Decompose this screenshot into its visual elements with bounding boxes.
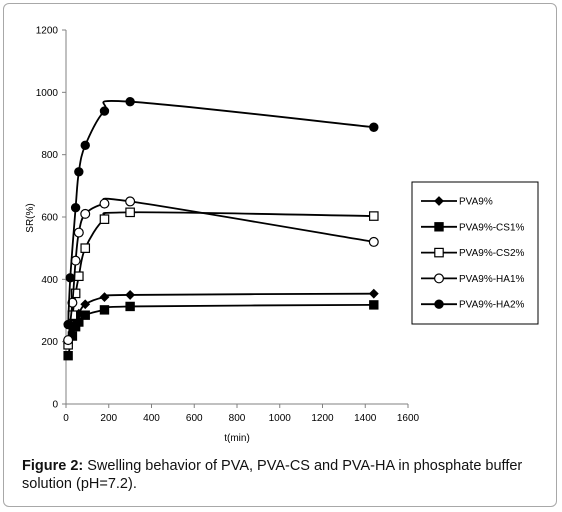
figure-caption: Figure 2: Swelling behavior of PVA, PVA-… — [22, 457, 547, 493]
series-pva9-ha2-marker — [63, 319, 73, 330]
series-pva9-marker — [368, 288, 379, 299]
y-tick-label: 600 — [41, 213, 58, 224]
x-tick-label: 400 — [143, 413, 160, 424]
legend-label: PVA9%-HA2% — [459, 300, 525, 311]
chart-legend: PVA9% PVA9%-CS1% PVA9%-CS2% PVA9%-HA1% PVA9%… — [411, 181, 539, 325]
x-tick-label: 1600 — [397, 413, 420, 424]
series-pva9-cs2-marker — [80, 243, 91, 253]
series-pva9-ha1-line — [67, 197, 374, 341]
y-tick-label: 800 — [41, 150, 58, 161]
series-pva9-ha1-marker — [368, 236, 379, 247]
y-tick-label: 400 — [41, 275, 58, 286]
legend-entry: PVA9% — [421, 196, 493, 208]
legend-entry: PVA9%-CS2% — [421, 247, 525, 259]
series-pva9-ha1 — [63, 196, 379, 346]
legend-label: PVA9%-CS2% — [459, 248, 525, 259]
y-axis-label: SR(%) — [25, 203, 36, 232]
series-pva9-cs2-marker — [125, 207, 135, 218]
legend-label: PVA9%-HA1% — [459, 274, 525, 285]
chart-series — [63, 96, 379, 361]
series-pva9-cs2-marker — [369, 211, 379, 221]
series-pva9-marker — [80, 299, 91, 310]
series-pva9-ha1-marker — [99, 198, 110, 209]
series-pva9-ha1-marker — [73, 227, 84, 238]
y-tick-label: 200 — [41, 337, 58, 348]
series-pva9-cs1-line — [67, 303, 374, 356]
series-pva9-cs1-marker — [125, 301, 135, 312]
series-pva9-ha1-marker — [67, 297, 78, 308]
legend-entry: PVA9%-CS1% — [421, 222, 525, 233]
y-tick-label: 1000 — [36, 88, 59, 99]
series-pva9-cs2-marker — [74, 271, 84, 282]
series-pva9-cs1-marker — [74, 317, 84, 327]
series-pva9-ha2-marker — [65, 273, 75, 283]
series-pva9-ha2-marker — [125, 96, 135, 107]
series-pva9-cs1-marker — [80, 310, 90, 320]
series-pva9-ha2-marker — [369, 122, 379, 132]
series-pva9-ha1-marker — [80, 208, 91, 219]
x-tick-label: 200 — [100, 413, 117, 424]
y-tick-label: 1200 — [36, 26, 59, 37]
series-pva9-marker — [125, 290, 136, 300]
series-pva9-ha1-marker — [125, 196, 136, 207]
caption-text: Swelling behavior of PVA, PVA-CS and PVA… — [22, 458, 523, 492]
legend-label: PVA9%-CS1% — [459, 222, 525, 233]
series-pva9-cs2 — [63, 207, 379, 350]
series-pva9-cs2-marker — [99, 214, 110, 224]
swelling-chart: 0 200 400 600 800 1000 1200 0 200 400 600 800 1000 12… — [25, 26, 539, 444]
legend-label: PVA9% — [459, 197, 493, 208]
x-axis-label: t(min) — [224, 433, 250, 444]
series-pva9-marker — [99, 292, 110, 303]
y-tick-label: 0 — [52, 400, 58, 411]
x-tick-label: 1000 — [269, 413, 292, 424]
legend-entry: PVA9%-HA2% — [421, 299, 525, 311]
series-pva9-cs1-marker — [369, 300, 379, 310]
x-tick-label: 0 — [63, 413, 69, 424]
legend-swatch-marker — [434, 273, 445, 284]
x-tick-label: 600 — [186, 413, 203, 424]
legend-swatch-marker — [434, 299, 444, 309]
legend-swatch-marker — [434, 222, 444, 232]
series-pva9-cs1 — [63, 300, 379, 361]
series-pva9-cs2-line — [67, 211, 374, 345]
series-pva9-ha2-marker — [99, 106, 110, 116]
series-pva9-ha2 — [63, 96, 379, 330]
series-pva9-ha2-marker — [80, 140, 90, 151]
series-pva9-ha2-marker — [70, 202, 81, 213]
series-pva9-ha1-marker — [63, 335, 74, 346]
legend-entry: PVA9%-HA1% — [421, 273, 525, 285]
series-pva9-ha2-marker — [74, 167, 84, 177]
x-tick-label: 1200 — [311, 413, 334, 424]
x-tick-label: 800 — [229, 413, 246, 424]
series-pva9-line — [67, 292, 374, 344]
series-pva9 — [63, 288, 379, 349]
legend-swatch-marker — [434, 247, 444, 258]
series-pva9-cs2-marker — [70, 288, 81, 299]
legend-swatch-marker — [434, 196, 444, 206]
chart-axes: 0 200 400 600 800 1000 1200 0 200 400 600 800 1000 12… — [36, 26, 420, 425]
caption-label: Figure 2: — [22, 458, 84, 474]
series-pva9-cs1-marker — [99, 305, 110, 315]
x-tick-label: 1400 — [354, 413, 377, 424]
series-pva9-cs1-marker — [63, 350, 73, 361]
